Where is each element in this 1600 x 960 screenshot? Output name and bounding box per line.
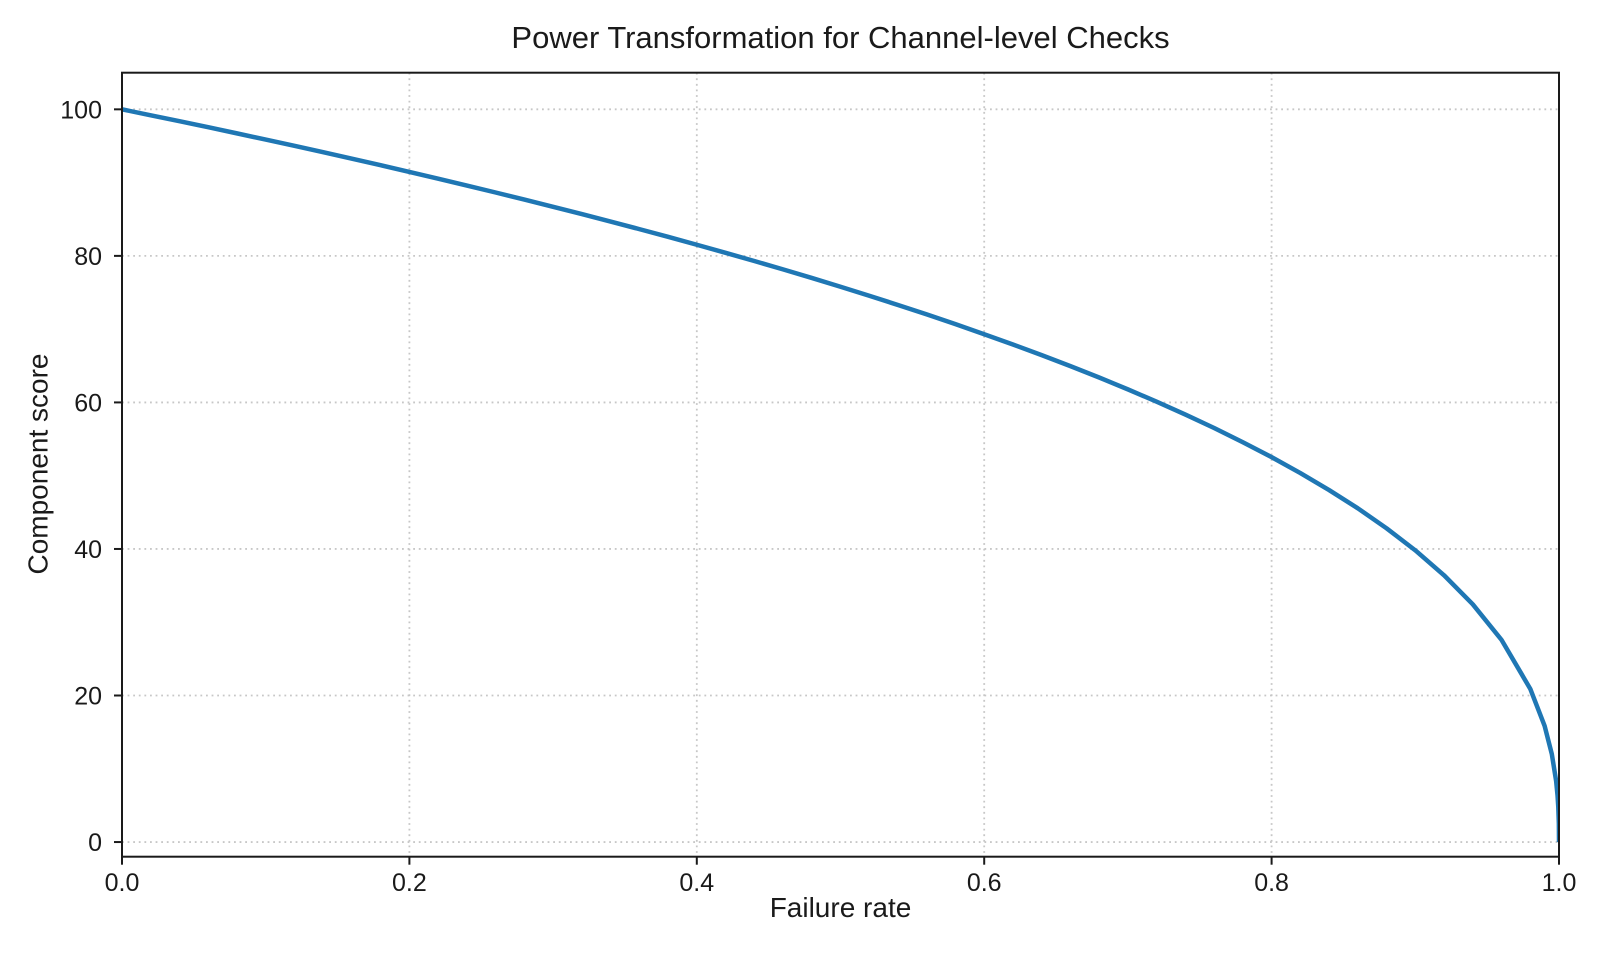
- axis-ticks: [114, 108, 1560, 865]
- tick-labels: 0.0 0.2 0.4 0.6 0.8 1.0 0 20 40 60 80 100: [60, 96, 1576, 897]
- x-tick-label: 0.4: [679, 869, 714, 897]
- axes-frame: [121, 71, 1560, 858]
- x-tick-label: 1.0: [1542, 869, 1577, 897]
- y-tick-label: 80: [74, 243, 102, 271]
- gridlines: [121, 72, 1560, 857]
- y-tick-label: 100: [60, 96, 102, 124]
- axes-spines: [121, 71, 1560, 858]
- x-tick-label: 0.6: [967, 869, 1002, 897]
- y-tick-label: 40: [74, 536, 102, 564]
- x-tick-label: 0.8: [1254, 869, 1289, 897]
- x-tick-label: 0.2: [392, 869, 427, 897]
- x-tick-label: 0.0: [105, 869, 140, 897]
- power-curve-layer: [122, 107, 1559, 843]
- y-tick-label: 60: [74, 389, 102, 417]
- x-axis-label: Failure rate: [769, 892, 912, 923]
- y-tick-label: 20: [74, 683, 102, 711]
- series-line-power-curve: [122, 107, 1559, 843]
- y-tick-label: 0: [88, 829, 102, 857]
- chart-title: Power Transformation for Channel-level C…: [511, 20, 1170, 55]
